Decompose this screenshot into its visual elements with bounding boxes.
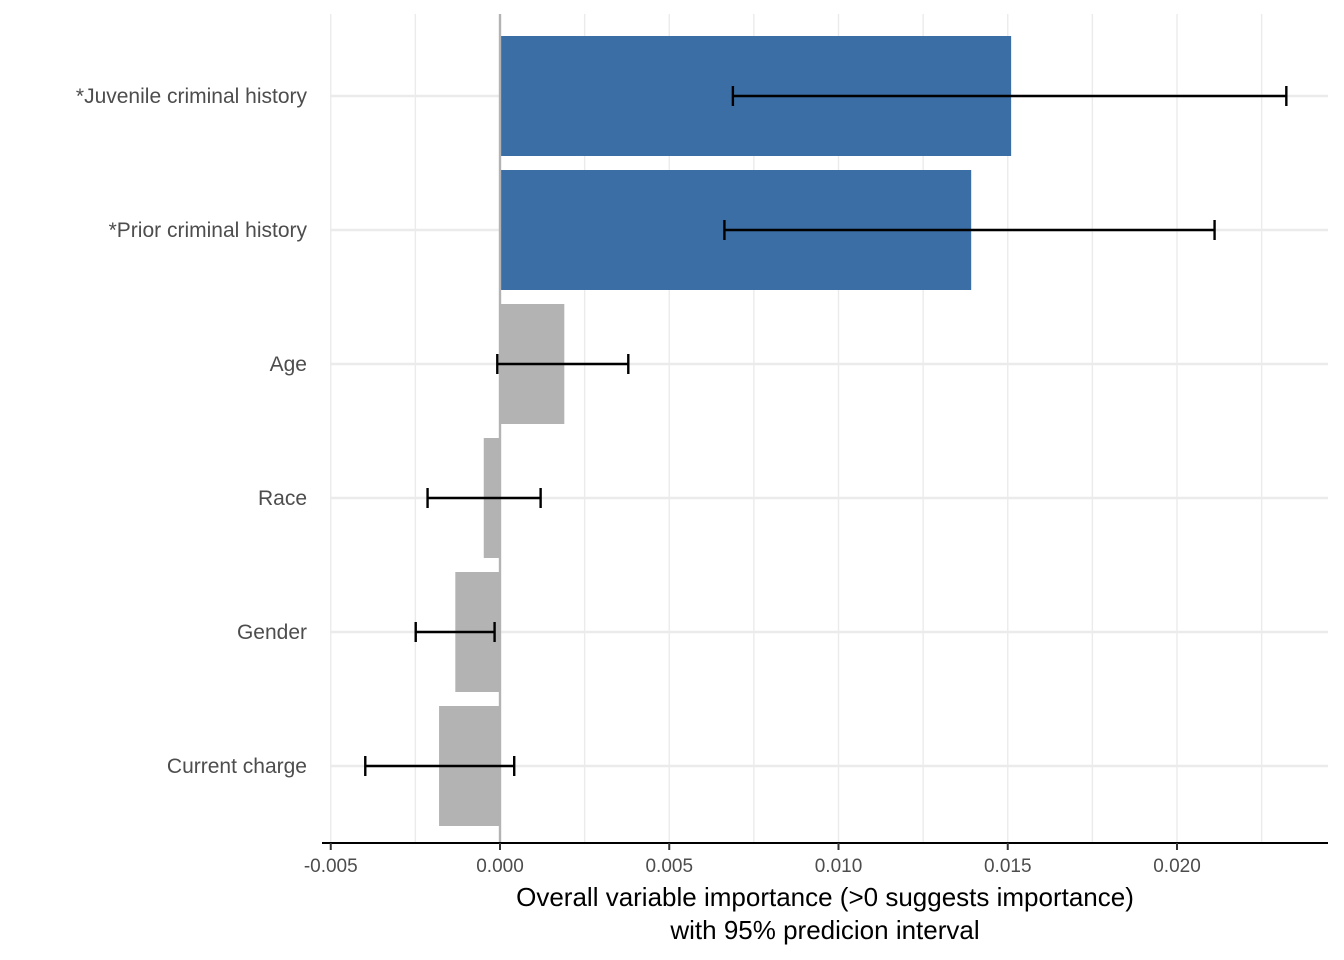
x-tick-label: -0.005 <box>304 856 358 877</box>
y-tick-label: Gender <box>237 621 307 644</box>
error-bar <box>364 756 516 776</box>
x-tick-label: 0.015 <box>984 856 1032 877</box>
x-tick-label: 0.000 <box>476 856 524 877</box>
error-bar <box>496 354 630 374</box>
x-axis-title-line-2: with 95% predicion interval <box>669 915 979 945</box>
error-bar <box>414 622 496 642</box>
bars <box>439 36 1012 826</box>
error-bar <box>731 86 1288 106</box>
error-bar <box>426 488 542 508</box>
y-tick-label: *Prior criminal history <box>109 219 308 242</box>
y-axis-labels: *Juvenile criminal history *Prior crimina… <box>76 85 308 778</box>
y-tick-label: Current charge <box>167 755 307 778</box>
x-tick-label: 0.005 <box>645 856 693 877</box>
y-tick-label: *Juvenile criminal history <box>76 85 308 108</box>
x-tick-label: 0.010 <box>815 856 863 877</box>
y-tick-label: Age <box>270 353 307 376</box>
error-bars <box>364 86 1288 776</box>
x-axis-title-line-1: Overall variable importance (>0 suggests… <box>516 882 1134 912</box>
y-tick-label: Race <box>258 487 307 510</box>
x-tick-label: 0.020 <box>1153 856 1201 877</box>
error-bar <box>723 220 1216 240</box>
x-axis-ticks: -0.005 0.000 0.005 0.010 0.015 0.020 <box>304 843 1201 877</box>
